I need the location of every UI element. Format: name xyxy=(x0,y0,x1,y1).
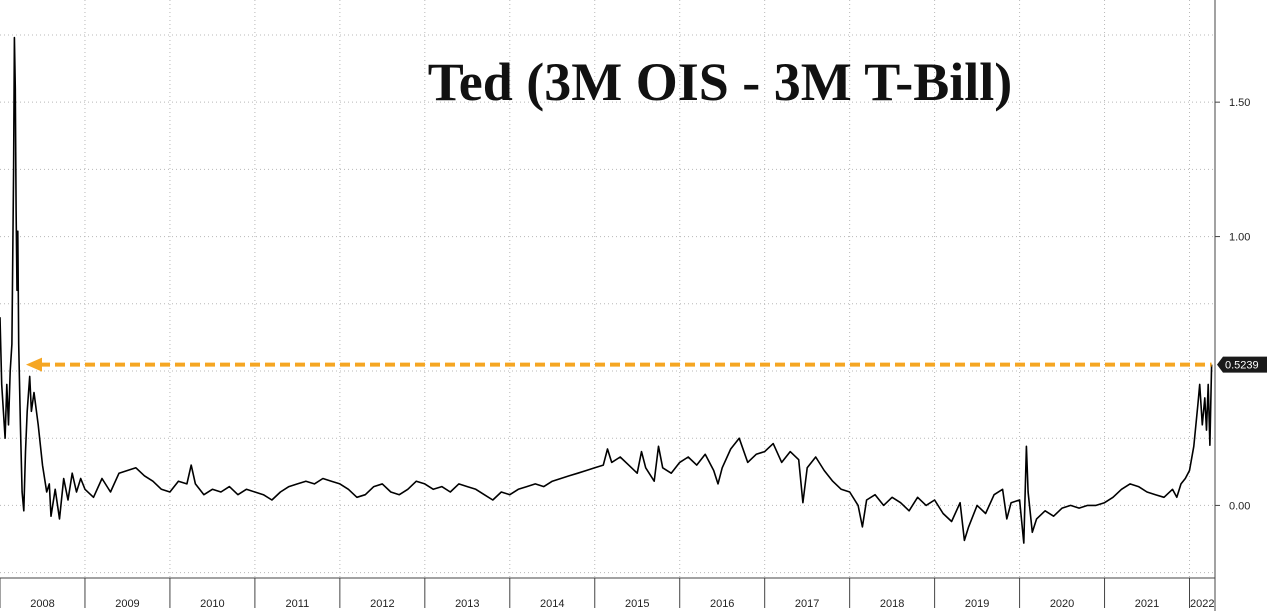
x-tick-label: 2019 xyxy=(965,598,989,610)
x-axis-ticks: 2008 2009 2010 2011 2012 2013 2014 2015 2016 2017… xyxy=(0,578,1214,610)
vertical-grid xyxy=(84,0,1191,578)
series-layer xyxy=(0,36,1213,544)
reference-layer: 0.5239 xyxy=(26,356,1267,373)
x-tick-label: 2014 xyxy=(540,598,564,610)
x-tick-label: 2015 xyxy=(625,598,649,610)
x-tick-label: 2011 xyxy=(286,598,310,610)
x-tick-label: 2013 xyxy=(455,598,479,610)
y-tick-label: 0.00 xyxy=(1229,500,1250,512)
reference-arrowhead xyxy=(26,357,42,372)
x-tick-label: 2009 xyxy=(115,598,139,610)
x-tick-label: 2016 xyxy=(710,598,734,610)
horizontal-grid xyxy=(0,34,1215,574)
series-line xyxy=(0,36,1213,544)
x-tick-label: 2012 xyxy=(370,598,394,610)
y-tick-label: 1.00 xyxy=(1229,232,1250,244)
x-tick-label: 2021 xyxy=(1135,598,1159,610)
chart-title: Ted (3M OIS - 3M T-Bill) xyxy=(428,52,1013,112)
x-tick-label: 2008 xyxy=(30,598,54,610)
x-tick-label: 2020 xyxy=(1050,598,1074,610)
y-tick-label: 1.50 xyxy=(1229,97,1250,109)
value-label-box xyxy=(1217,356,1267,373)
x-tick-label: 2018 xyxy=(880,598,904,610)
y-axis-ticks: 1.50 1.00 0.00 xyxy=(1215,97,1250,512)
x-tick-label: 2010 xyxy=(200,598,224,610)
value-label-text: 0.5239 xyxy=(1225,360,1259,372)
x-tick-label: 2017 xyxy=(795,598,819,610)
x-tick-label: 2022 xyxy=(1190,598,1214,610)
